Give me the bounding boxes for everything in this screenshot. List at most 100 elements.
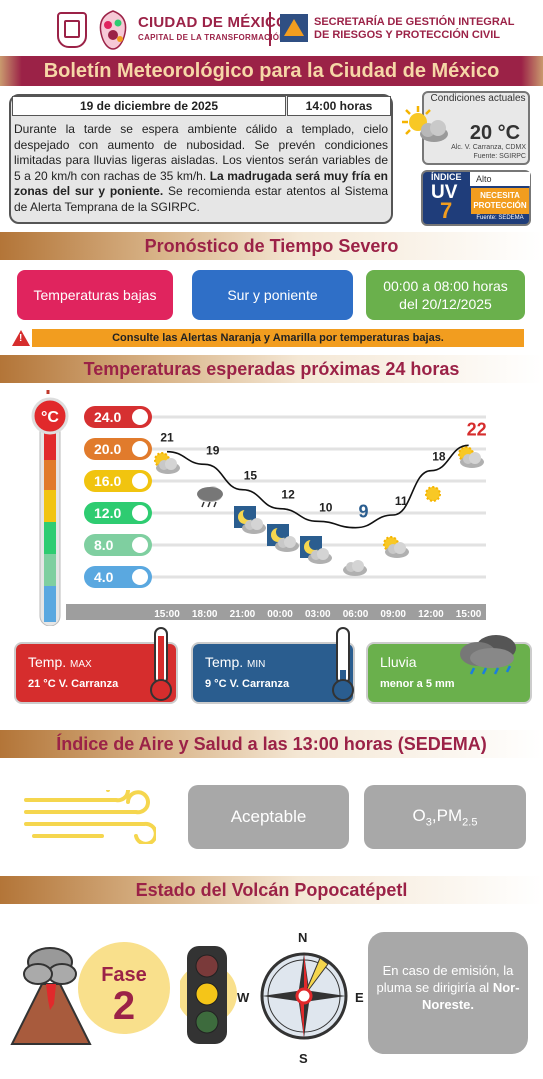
rain-cloud-icon — [197, 486, 223, 508]
compass-north: N — [298, 930, 308, 945]
time-tick-label: 18:00 — [192, 609, 218, 620]
warning-mark: ! — [19, 333, 23, 344]
pollutants-pill: O3,PM2.5 — [364, 785, 526, 849]
sun-icon — [425, 486, 441, 502]
severe-section-header: Pronóstico de Tiempo Severo — [0, 232, 543, 260]
scale-pill-knob — [132, 409, 148, 425]
time-tick-label: 06:00 — [343, 609, 369, 620]
weather-icons — [154, 446, 484, 576]
severe-card-zone: Sur y poniente — [192, 270, 353, 320]
uv-text: UV — [431, 182, 458, 203]
thermometer-icon — [31, 390, 69, 626]
temperature-value-label: 22 — [467, 419, 487, 439]
alert-banner: Consulte las Alertas Naranja y Amarilla … — [32, 329, 524, 347]
time-tick-label: 15:00 — [456, 609, 482, 620]
compass-west: W — [237, 990, 250, 1005]
temperature-labels: 21 19 15 12 10 9 11 18 22 — [160, 419, 486, 521]
plume-note-direction: Nor-Noreste. — [421, 980, 520, 1012]
compass-south: S — [299, 1051, 308, 1066]
air-quality-pill: Aceptable — [188, 785, 349, 849]
warning-icon — [12, 330, 30, 346]
rain-card: Lluvia menor a 5 mm — [366, 642, 532, 704]
pollutant-2: PM — [436, 805, 463, 825]
scale-pill-knob — [132, 569, 148, 585]
forecast-text: Durante la tarde se espera ambiente cáli… — [14, 122, 388, 215]
temperature-value-label: 15 — [244, 469, 258, 483]
max-temp-suffix: MAX — [70, 659, 92, 670]
sun-cloud-icon — [383, 536, 409, 558]
max-temp-label: Temp. MAX — [28, 654, 92, 670]
scale-pill-knob — [132, 441, 148, 457]
temperature-chart: °C 24.0 20.0 16.0 12.0 8.0 4.0 15:00 18:00 21:0… — [31, 390, 487, 626]
volcano-section-header: Estado del Volcán Popocatépetl — [0, 876, 543, 904]
severe-card-schedule: 00:00 a 08:00 horas del 20/12/2025 — [366, 270, 525, 320]
pollutant-2-sub: 2.5 — [462, 816, 478, 829]
traffic-light-icon — [180, 946, 237, 1044]
temps-title: Temperaturas esperadas próximas 24 horas — [83, 359, 460, 379]
min-temp-label-text: Temp. — [205, 654, 244, 670]
thermometer-hot-icon — [150, 627, 172, 701]
plume-note-text: En caso de emisión, la pluma se dirigirí… — [376, 963, 514, 995]
sun-cloud-icon — [154, 452, 180, 474]
agency-line-2: DE RIESGOS Y PROTECCIÓN CIVIL — [314, 29, 501, 41]
agency-name: SECRETARÍA DE GESTIÓN INTEGRAL DE RIESGO… — [314, 16, 514, 42]
uv-protection-badge: NECESITA PROTECCIÓN — [471, 188, 529, 214]
severe-card-zone-label: Sur y poniente — [227, 287, 318, 303]
moon-cloud-icon — [300, 536, 332, 564]
scale-label: 16.0 — [94, 473, 121, 489]
uv-source: Fuente: SEDEMA — [476, 215, 524, 221]
rain-label: Lluvia — [380, 654, 417, 670]
bulletin-title-bar: Boletín Meteorológico para la Ciudad de … — [0, 56, 543, 86]
compass-east: E — [355, 990, 364, 1005]
severe-card-temperature: Temperaturas bajas — [17, 270, 173, 320]
time-tick-label: 03:00 — [305, 609, 331, 620]
moon-cloud-icon — [234, 506, 266, 534]
cdmx-shield-icon — [57, 12, 87, 48]
bulletin-date: 19 de diciembre de 2025 — [12, 96, 286, 116]
conditions-location: Alc. V. Carranza, CDMX — [451, 144, 526, 151]
phase-number: 2 — [112, 984, 136, 1028]
moon-cloud-icon — [267, 524, 299, 552]
bulletin-time: 14:00 horas — [287, 96, 391, 116]
conditions-title: Condiciones actuales — [430, 93, 526, 104]
air-title: Índice de Aire y Salud a las 13:00 horas… — [56, 734, 487, 754]
forecast-text-end: Se recomienda estar atentos al Sistema d… — [14, 184, 388, 214]
wind-icon — [24, 790, 156, 844]
temperature-line — [166, 444, 469, 529]
severe-card-temperature-label: Temperaturas bajas — [33, 287, 157, 303]
scale-pill-knob — [132, 505, 148, 521]
max-temp-value: 21 °C V. Carranza — [28, 678, 119, 690]
air-quality-value: Aceptable — [230, 807, 307, 826]
uv-index-label: ÍNDICE — [431, 172, 462, 182]
forecast-text-main: Durante la tarde se espera ambiente cáli… — [14, 122, 388, 183]
temperature-value-label: 19 — [206, 443, 220, 457]
temperature-value-label: 11 — [395, 494, 408, 508]
bulletin-title: Boletín Meteorológico para la Ciudad de … — [43, 60, 500, 82]
scale-label: 8.0 — [94, 537, 114, 553]
header-divider — [269, 12, 271, 46]
time-axis-labels: 15:00 18:00 21:00 00:00 03:00 06:00 09:00 12:00… — [154, 609, 482, 620]
temperature-scale: 24.0 20.0 16.0 12.0 8.0 4.0 — [84, 406, 486, 588]
temperature-value-label: 12 — [281, 488, 295, 502]
min-temp-value: 9 °C V. Carranza — [205, 678, 290, 690]
plume-direction-note: En caso de emisión, la pluma se dirigirí… — [368, 932, 528, 1054]
min-temp-label: Temp. MIN — [205, 654, 265, 670]
max-temp-label-text: Temp. — [28, 654, 67, 670]
time-axis-bar — [66, 604, 486, 620]
agency-line-1: SECRETARÍA DE GESTIÓN INTEGRAL — [314, 16, 515, 28]
temperature-value-label: 18 — [432, 450, 446, 464]
pollutant-1: O — [412, 805, 426, 825]
sun-cloud-icon — [402, 106, 448, 142]
time-tick-label: 21:00 — [230, 609, 256, 620]
temps-section-header: Temperaturas esperadas próximas 24 horas — [0, 355, 543, 383]
min-temp-card: Temp. MIN 9 °C V. Carranza — [191, 642, 355, 704]
sgirpc-logo-icon — [280, 14, 308, 42]
pollutant-1-sub: 3 — [425, 816, 432, 829]
compass-icon — [260, 952, 348, 1040]
scale-label: 20.0 — [94, 441, 121, 457]
time-tick-label: 00:00 — [267, 609, 293, 620]
scale-pill-knob — [132, 537, 148, 553]
uv-value: 7 — [440, 198, 453, 223]
pollutant-separator: , — [431, 805, 437, 825]
time-tick-label: 15:00 — [154, 609, 180, 620]
